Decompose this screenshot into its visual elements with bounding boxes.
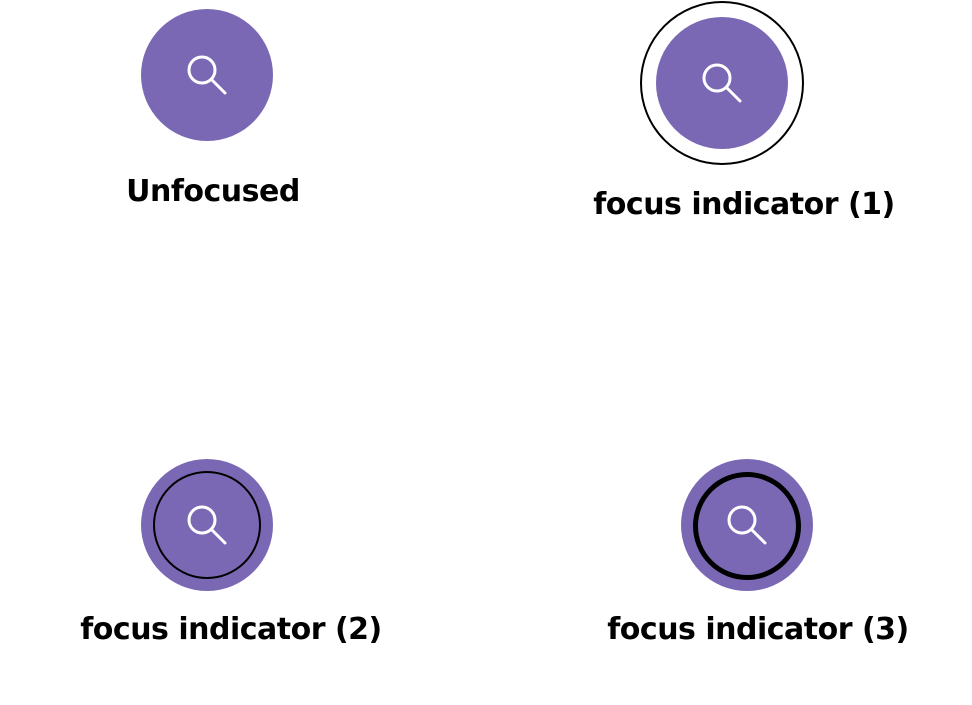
state-label: focus indicator (3)	[607, 612, 909, 647]
search-icon	[702, 63, 742, 103]
search-icon	[187, 505, 227, 545]
search-icon	[187, 55, 227, 95]
search-icon	[727, 505, 767, 545]
search-button-focus-3[interactable]	[681, 459, 813, 591]
state-label: Unfocused	[126, 174, 300, 209]
state-label: focus indicator (1)	[593, 187, 895, 222]
search-button-unfocused[interactable]	[141, 9, 273, 141]
state-label: focus indicator (2)	[80, 612, 382, 647]
search-button-focus-2[interactable]	[141, 459, 273, 591]
search-button-focus-1[interactable]	[656, 17, 788, 149]
